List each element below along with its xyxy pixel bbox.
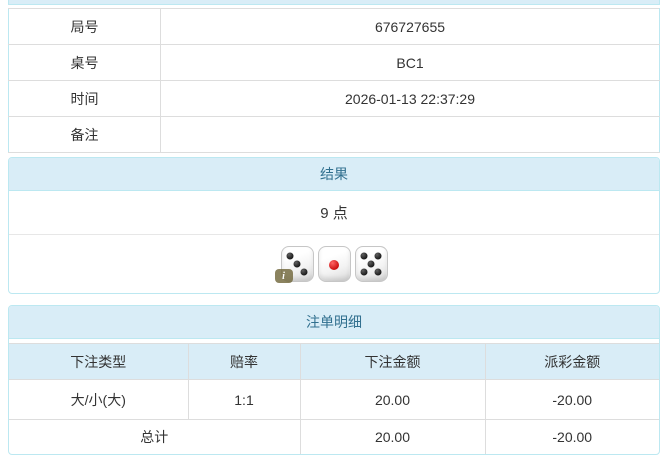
col-bet-amount: 下注金额: [299, 343, 485, 380]
bet-amount-value: 20.00: [299, 379, 485, 420]
result-panel-title: 结果: [9, 158, 659, 191]
table-row: 备注: [8, 116, 660, 153]
bet-table-header-row: 下注类型 赔率 下注金额 派彩金额: [9, 343, 659, 380]
bet-details-table: 下注类型 赔率 下注金额 派彩金额 大/小(大) 1:1 20.00 -20.0…: [9, 343, 659, 454]
dice-group: i: [274, 246, 388, 283]
odds-value: 1:1: [187, 379, 300, 420]
total-row: 总计 20.00 -20.00: [9, 419, 659, 454]
info-badge-icon[interactable]: i: [274, 269, 293, 283]
time-value: 2026-01-13 22:37:29: [160, 80, 660, 117]
total-bet-amount: 20.00: [299, 419, 485, 454]
page: 局号 676727655 桌号 BC1 时间 2026-01-13 22:37:…: [8, 0, 660, 455]
bet-details-title: 注单明细: [9, 306, 659, 339]
die-3: [354, 246, 388, 282]
total-payout-amount: -20.00: [484, 419, 659, 454]
table-row: 局号 676727655: [8, 8, 660, 45]
col-odds: 赔率: [187, 343, 300, 380]
table-number-value: BC1: [160, 44, 660, 81]
round-number-label: 局号: [8, 8, 161, 45]
cutoff-header-strip: [8, 0, 660, 5]
total-label: 总计: [9, 419, 300, 454]
table-row: 时间 2026-01-13 22:37:29: [8, 80, 660, 117]
bet-details-panel: 注单明细 下注类型 赔率 下注金额 派彩金额 大/小(大) 1:1 20.00 …: [8, 305, 660, 455]
die-1-wrap: i: [274, 246, 314, 283]
table-row: 桌号 BC1: [8, 44, 660, 81]
payout-amount-value: -20.00: [484, 379, 659, 420]
remark-label: 备注: [8, 116, 161, 153]
die-2: [317, 246, 351, 282]
dice-row: i: [9, 235, 659, 293]
table-number-label: 桌号: [8, 44, 161, 81]
col-payout-amount: 派彩金额: [484, 343, 659, 380]
remark-value: [160, 116, 660, 153]
bet-details-body: 下注类型 赔率 下注金额 派彩金额 大/小(大) 1:1 20.00 -20.0…: [9, 339, 659, 454]
result-points: 9 点: [9, 191, 659, 235]
result-panel: 结果 9 点 i: [8, 157, 660, 294]
bet-row: 大/小(大) 1:1 20.00 -20.00: [9, 379, 659, 420]
time-label: 时间: [8, 80, 161, 117]
round-number-value: 676727655: [374, 18, 446, 35]
bet-type-value: 大/小(大): [9, 379, 188, 420]
col-bet-type: 下注类型: [9, 343, 188, 380]
game-info-table: 局号 676727655 桌号 BC1 时间 2026-01-13 22:37:…: [8, 8, 660, 153]
